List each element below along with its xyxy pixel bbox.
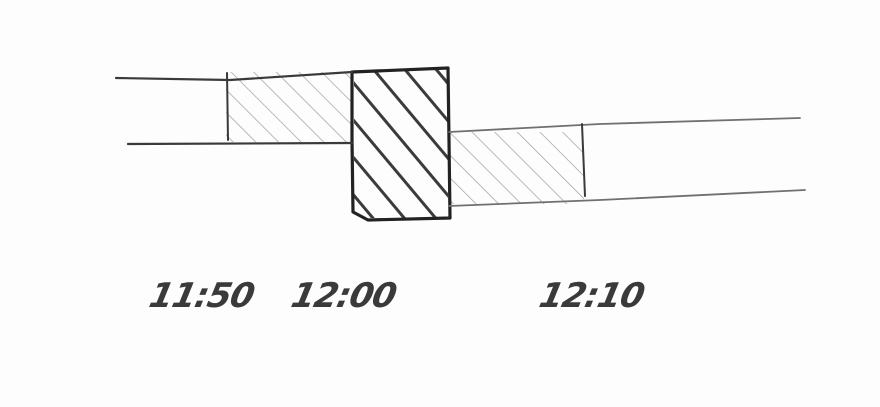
right-lane-bottom-line	[448, 189, 806, 207]
left-lane-top-line	[114, 70, 354, 82]
right-lane-end-tick	[581, 123, 586, 197]
right-lane-top-line	[448, 117, 801, 133]
left-lane-start-tick	[226, 72, 229, 141]
right-lane-hatched-area	[448, 132, 584, 204]
overlap-block-outline	[350, 66, 452, 222]
left-lane-hatched-area	[226, 72, 352, 142]
time-label-1210: 12:10	[535, 276, 648, 316]
left-lane-bottom-line	[126, 141, 354, 146]
time-label-1200: 12:00	[287, 276, 400, 316]
time-label-1150: 11:50	[145, 276, 258, 316]
overlap-block-fill	[354, 70, 448, 218]
